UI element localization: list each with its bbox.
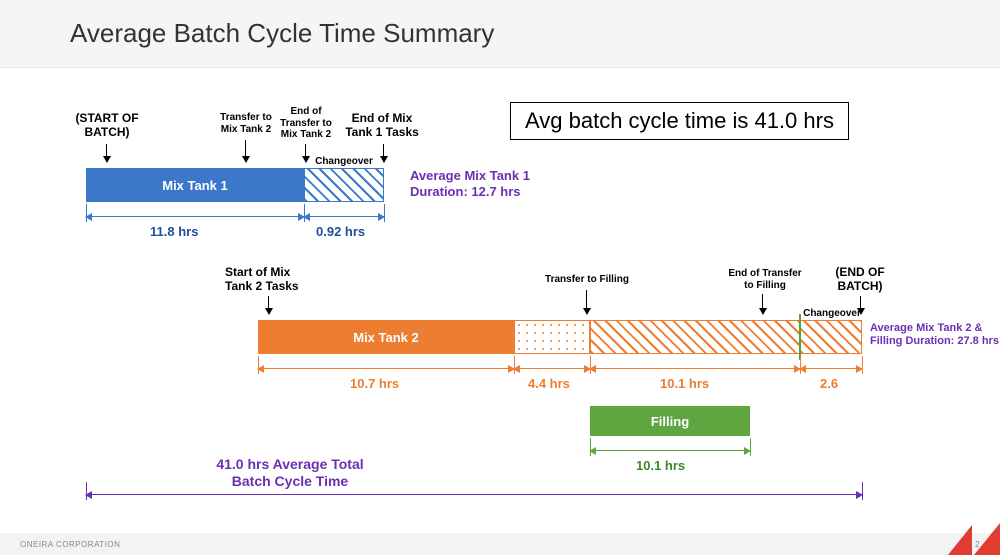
callout-avg-cycle: Avg batch cycle time is 41.0 hrs <box>510 102 849 140</box>
bar-mt2-changeover <box>800 320 862 354</box>
tick <box>750 438 751 456</box>
dim-arrow-mt2-main <box>258 368 514 369</box>
bar-mt1-changeover <box>304 168 384 202</box>
arrow-transfer-filling <box>586 290 587 314</box>
arrow-end-batch <box>860 296 861 314</box>
bar-filling-label: Filling <box>651 414 689 429</box>
footer: ONEIRA CORPORATION 2 <box>0 533 1000 555</box>
duration-mt1: Average Mix Tank 1 Duration: 12.7 hrs <box>410 168 530 199</box>
green-divider <box>799 314 801 360</box>
dim-arrow-mt2-fill <box>590 368 800 369</box>
label-transfer-mt2: Transfer to Mix Tank 2 <box>213 112 279 135</box>
footer-company: ONEIRA CORPORATION <box>20 540 120 549</box>
dim-arrow-mt1-main <box>86 216 304 217</box>
bar-mix-tank-1: Mix Tank 1 <box>86 168 304 202</box>
corner-logo <box>948 513 1000 555</box>
page-title: Average Batch Cycle Time Summary <box>70 18 960 49</box>
dim-mt2-fill: 10.1 hrs <box>660 376 709 391</box>
dim-filling: 10.1 hrs <box>636 458 685 473</box>
label-end-transfer-filling: End of Transfer to Filling <box>715 268 815 291</box>
label-transfer-filling: Transfer to Filling <box>532 274 642 286</box>
dim-arrow-mt2-trans <box>514 368 590 369</box>
label-end-transfer-mt2: End of Transfer to Mix Tank 2 <box>276 106 336 141</box>
bar-mix-tank-2: Mix Tank 2 <box>258 320 514 354</box>
bar-mix-tank-1-label: Mix Tank 1 <box>162 178 228 193</box>
label-end-mt1-tasks: End of Mix Tank 1 Tasks <box>340 112 424 140</box>
tick <box>800 356 801 374</box>
dim-mt1-main: 11.8 hrs <box>150 224 198 239</box>
bar-mt2-transfer <box>514 320 590 354</box>
arrow-start-mt2 <box>268 296 269 314</box>
label-start-batch: (START OF BATCH) <box>60 112 154 140</box>
arrow-transfer-mt2 <box>245 140 246 162</box>
dim-arrow-mt1-change <box>304 216 384 217</box>
label-end-batch: (END OF BATCH) <box>824 266 896 294</box>
tick <box>258 356 259 374</box>
dim-arrow-filling <box>590 450 750 451</box>
arrow-end-transfer-mt2 <box>305 144 306 162</box>
dim-mt2-change: 2.6 <box>820 376 838 391</box>
dim-arrow-mt2-change <box>800 368 862 369</box>
tick <box>862 482 863 500</box>
bar-mix-tank-2-label: Mix Tank 2 <box>353 330 419 345</box>
dim-arrow-total <box>86 494 862 495</box>
tick <box>86 482 87 500</box>
header: Average Batch Cycle Time Summary <box>0 0 1000 68</box>
arrow-end-transfer-filling <box>762 294 763 314</box>
bar-mt2-fill-hatch <box>590 320 800 354</box>
dim-mt2-main: 10.7 hrs <box>350 376 399 391</box>
dim-mt1-change: 0.92 hrs <box>316 224 365 239</box>
arrow-end-mt1 <box>383 144 384 162</box>
tick <box>590 438 591 456</box>
duration-mt2: Average Mix Tank 2 & Filling Duration: 2… <box>870 322 1000 348</box>
arrow-start-batch <box>106 144 107 162</box>
diagram-canvas: Avg batch cycle time is 41.0 hrs (START … <box>0 68 1000 538</box>
tick <box>590 356 591 374</box>
label-start-mt2: Start of Mix Tank 2 Tasks <box>225 266 315 294</box>
tick <box>514 356 515 374</box>
tick <box>862 356 863 374</box>
tick <box>86 204 87 222</box>
bar-filling: Filling <box>590 406 750 436</box>
dim-mt2-trans: 4.4 hrs <box>528 376 570 391</box>
dim-total: 41.0 hrs Average Total Batch Cycle Time <box>180 456 400 490</box>
